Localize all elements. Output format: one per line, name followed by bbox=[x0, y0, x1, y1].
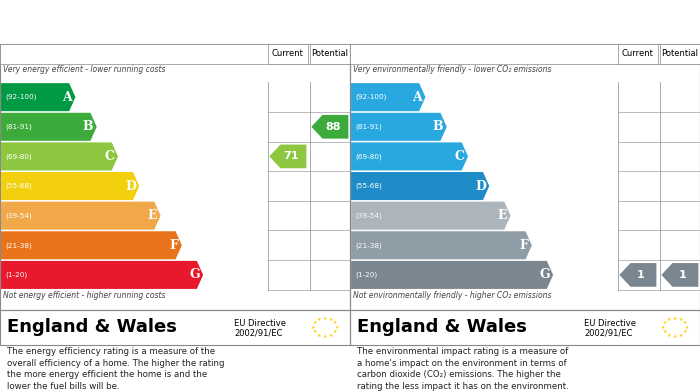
Text: ★: ★ bbox=[673, 316, 677, 321]
Text: G: G bbox=[539, 268, 550, 282]
Text: ★: ★ bbox=[328, 317, 332, 322]
Text: (81-91): (81-91) bbox=[355, 124, 382, 130]
Text: (1-20): (1-20) bbox=[6, 272, 27, 278]
Text: ★: ★ bbox=[312, 320, 316, 325]
Polygon shape bbox=[351, 142, 468, 170]
Text: ★: ★ bbox=[673, 334, 677, 339]
Text: A: A bbox=[62, 91, 72, 104]
Text: Current: Current bbox=[272, 49, 304, 58]
Text: ★: ★ bbox=[328, 333, 332, 337]
Text: D: D bbox=[125, 179, 136, 192]
Text: (81-91): (81-91) bbox=[6, 124, 32, 130]
Text: ★: ★ bbox=[323, 316, 327, 321]
Text: Potential: Potential bbox=[312, 49, 349, 58]
Text: England & Wales: England & Wales bbox=[357, 318, 527, 336]
Text: ★: ★ bbox=[332, 329, 337, 334]
Text: ★: ★ bbox=[312, 329, 316, 334]
Polygon shape bbox=[1, 83, 76, 111]
Polygon shape bbox=[1, 231, 182, 259]
Polygon shape bbox=[1, 142, 118, 170]
Text: C: C bbox=[104, 150, 115, 163]
Text: ★: ★ bbox=[662, 320, 666, 325]
Text: England & Wales: England & Wales bbox=[7, 318, 177, 336]
Text: 2002/91/EC: 2002/91/EC bbox=[584, 328, 633, 337]
Polygon shape bbox=[620, 263, 657, 287]
Text: Very environmentally friendly - lower CO₂ emissions: Very environmentally friendly - lower CO… bbox=[353, 65, 552, 74]
Text: 88: 88 bbox=[325, 122, 340, 132]
Text: ★: ★ bbox=[666, 333, 671, 337]
Text: ★: ★ bbox=[682, 329, 687, 334]
Bar bbox=[0, 44, 350, 64]
Text: ★: ★ bbox=[323, 334, 327, 339]
Text: 71: 71 bbox=[283, 151, 298, 161]
Polygon shape bbox=[1, 172, 139, 200]
Text: ★: ★ bbox=[662, 329, 666, 334]
Text: (92-100): (92-100) bbox=[6, 94, 36, 100]
Text: D: D bbox=[475, 179, 486, 192]
Text: ★: ★ bbox=[678, 333, 682, 337]
Polygon shape bbox=[351, 261, 553, 289]
Text: ★: ★ bbox=[678, 317, 682, 322]
Text: ★: ★ bbox=[334, 325, 339, 330]
Bar bbox=[617, 44, 658, 64]
Text: (69-80): (69-80) bbox=[6, 153, 32, 160]
Polygon shape bbox=[662, 263, 699, 287]
Polygon shape bbox=[312, 115, 349, 139]
Polygon shape bbox=[351, 172, 489, 200]
Bar bbox=[267, 44, 308, 64]
Polygon shape bbox=[351, 83, 426, 111]
Text: B: B bbox=[83, 120, 93, 133]
Text: The energy efficiency rating is a measure of the
overall efficiency of a home. T: The energy efficiency rating is a measur… bbox=[7, 347, 225, 391]
Text: (39-54): (39-54) bbox=[6, 212, 32, 219]
Text: EU Directive: EU Directive bbox=[234, 319, 286, 328]
Text: ★: ★ bbox=[316, 317, 321, 322]
Text: ★: ★ bbox=[311, 325, 315, 330]
Polygon shape bbox=[1, 202, 160, 230]
Polygon shape bbox=[1, 113, 97, 141]
Text: (69-80): (69-80) bbox=[355, 153, 382, 160]
Text: E: E bbox=[148, 209, 157, 222]
Text: (21-38): (21-38) bbox=[355, 242, 382, 249]
Polygon shape bbox=[351, 231, 532, 259]
Text: 2002/91/EC: 2002/91/EC bbox=[234, 328, 283, 337]
Text: Potential: Potential bbox=[662, 49, 699, 58]
Text: ★: ★ bbox=[684, 325, 689, 330]
Text: (55-68): (55-68) bbox=[6, 183, 32, 189]
Text: The environmental impact rating is a measure of
a home's impact on the environme: The environmental impact rating is a mea… bbox=[357, 347, 568, 391]
Text: (21-38): (21-38) bbox=[6, 242, 32, 249]
Text: (39-54): (39-54) bbox=[355, 212, 382, 219]
Text: Not environmentally friendly - higher CO₂ emissions: Not environmentally friendly - higher CO… bbox=[353, 291, 552, 300]
Text: Very energy efficient - lower running costs: Very energy efficient - lower running co… bbox=[3, 65, 165, 74]
Text: 1: 1 bbox=[679, 270, 687, 280]
Text: EU Directive: EU Directive bbox=[584, 319, 636, 328]
Text: E: E bbox=[498, 209, 507, 222]
Text: (55-68): (55-68) bbox=[355, 183, 382, 189]
Text: 1: 1 bbox=[637, 270, 645, 280]
Bar bbox=[350, 44, 700, 64]
Text: C: C bbox=[454, 150, 465, 163]
Text: Not energy efficient - higher running costs: Not energy efficient - higher running co… bbox=[3, 291, 165, 300]
Text: ★: ★ bbox=[666, 317, 671, 322]
Polygon shape bbox=[351, 113, 447, 141]
Text: B: B bbox=[433, 120, 443, 133]
Text: Energy Efficiency Rating: Energy Efficiency Rating bbox=[6, 15, 188, 29]
Text: F: F bbox=[169, 239, 178, 252]
Text: Environmental Impact (CO₂) Rating: Environmental Impact (CO₂) Rating bbox=[355, 15, 617, 29]
Bar bbox=[309, 44, 350, 64]
Polygon shape bbox=[351, 202, 510, 230]
Text: ★: ★ bbox=[316, 333, 321, 337]
Text: (1-20): (1-20) bbox=[355, 272, 377, 278]
Text: F: F bbox=[519, 239, 528, 252]
Polygon shape bbox=[270, 145, 307, 168]
Text: A: A bbox=[412, 91, 422, 104]
Text: ★: ★ bbox=[682, 320, 687, 325]
Text: (92-100): (92-100) bbox=[355, 94, 386, 100]
Text: Current: Current bbox=[622, 49, 654, 58]
Bar bbox=[659, 44, 700, 64]
Text: G: G bbox=[189, 268, 199, 282]
Polygon shape bbox=[1, 261, 203, 289]
Text: ★: ★ bbox=[661, 325, 665, 330]
Text: ★: ★ bbox=[332, 320, 337, 325]
